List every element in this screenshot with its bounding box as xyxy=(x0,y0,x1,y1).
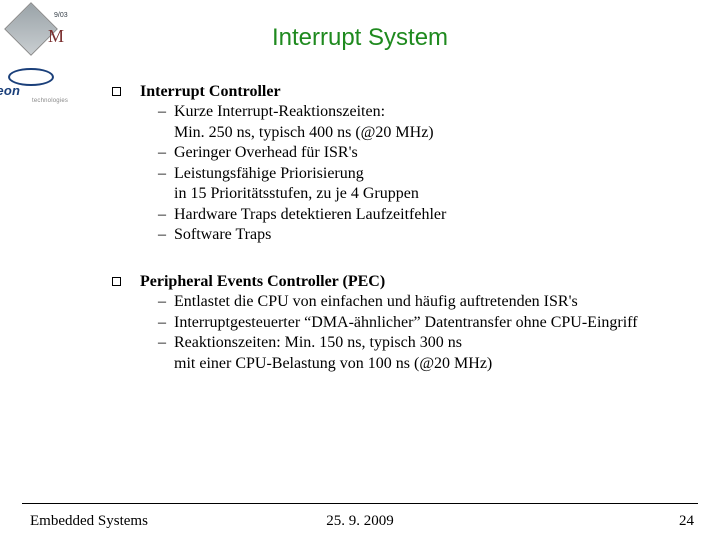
dash-icon: – xyxy=(158,333,174,374)
logo-brand: Infineon technologies xyxy=(8,64,96,104)
sub-text: Software Traps xyxy=(174,225,682,245)
sub-text: Kurze Interrupt-Reaktionszeiten:Min. 250… xyxy=(174,102,682,143)
dash-icon: – xyxy=(158,102,174,143)
sub-text: Hardware Traps detektieren Laufzeitfehle… xyxy=(174,205,682,225)
sub-item: –Leistungsfähige Priorisierungin 15 Prio… xyxy=(158,164,682,205)
item-head: Interrupt Controller xyxy=(140,82,682,102)
footer-center: 25. 9. 2009 xyxy=(0,513,720,530)
item-head: Peripheral Events Controller (PEC) xyxy=(140,272,682,292)
sub-text: Geringer Overhead für ISR's xyxy=(174,143,682,163)
bullet-item: Interrupt Controller –Kurze Interrupt-Re… xyxy=(112,82,682,246)
item-sublist: –Kurze Interrupt-Reaktionszeiten:Min. 25… xyxy=(140,102,682,245)
sub-item: –Software Traps xyxy=(158,225,682,245)
slide-title-text: Interrupt System xyxy=(272,24,448,51)
sub-item: –Interruptgesteuerter “DMA-ähnlicher” Da… xyxy=(158,313,682,333)
logo-tiny-label: 9/03 xyxy=(54,12,68,19)
footer-right: 24 xyxy=(679,513,694,530)
bullet-item: Peripheral Events Controller (PEC) –Entl… xyxy=(112,272,682,374)
dash-icon: – xyxy=(158,143,174,163)
square-bullet-icon xyxy=(112,277,121,286)
square-bullet-icon xyxy=(112,87,121,96)
slide: 9/03 M Infineon technologies Interrupt S… xyxy=(0,0,720,540)
dash-icon: – xyxy=(158,225,174,245)
item-sublist: –Entlastet die CPU von einfachen und häu… xyxy=(140,292,682,374)
logo-brand-text: Infineon xyxy=(0,83,20,98)
logo-block: 9/03 M Infineon technologies xyxy=(8,8,96,104)
sub-text: Leistungsfähige Priorisierungin 15 Prior… xyxy=(174,164,682,205)
sub-text: Reaktionszeiten: Min. 150 ns, typisch 30… xyxy=(174,333,682,374)
sub-item: –Geringer Overhead für ISR's xyxy=(158,143,682,163)
sub-item: –Kurze Interrupt-Reaktionszeiten:Min. 25… xyxy=(158,102,682,143)
dash-icon: – xyxy=(158,164,174,205)
dash-icon: – xyxy=(158,313,174,333)
footer-rule xyxy=(22,503,698,504)
dash-icon: – xyxy=(158,292,174,312)
dash-icon: – xyxy=(158,205,174,225)
logo-brand-sub: technologies xyxy=(14,98,96,104)
content: Interrupt Controller –Kurze Interrupt-Re… xyxy=(112,82,682,400)
sub-text: Entlastet die CPU von einfachen und häuf… xyxy=(174,292,682,312)
slide-title: Interrupt System xyxy=(0,24,720,52)
sub-text: Interruptgesteuerter “DMA-ähnlicher” Dat… xyxy=(174,313,682,333)
sub-item: –Entlastet die CPU von einfachen und häu… xyxy=(158,292,682,312)
sub-item: –Hardware Traps detektieren Laufzeitfehl… xyxy=(158,205,682,225)
sub-item: –Reaktionszeiten: Min. 150 ns, typisch 3… xyxy=(158,333,682,374)
